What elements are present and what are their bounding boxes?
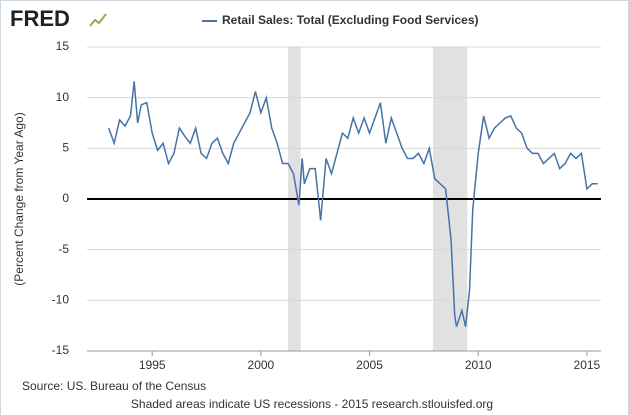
y-axis-label: (Percent Change from Year Ago): [12, 112, 26, 285]
footnote: Shaded areas indicate US recessions - 20…: [131, 397, 493, 411]
y-tick-label: 0: [62, 191, 69, 205]
source: Source: US. Bureau of the Census: [22, 379, 206, 393]
logo-icon: [89, 13, 107, 27]
series-line: [108, 81, 598, 327]
y-tick-label: 15: [56, 39, 70, 53]
y-tick-label: -15: [52, 343, 70, 357]
x-tick-label: 2010: [465, 358, 492, 372]
x-tick-label: 1995: [139, 358, 166, 372]
y-tick-label: -10: [52, 293, 70, 307]
logo: FRED: [10, 6, 70, 31]
y-tick-label: 5: [62, 141, 69, 155]
x-tick-label: 2005: [356, 358, 383, 372]
x-tick-label: 2000: [248, 358, 275, 372]
y-tick-label: -5: [58, 242, 69, 256]
x-tick-label: 2015: [574, 358, 601, 372]
legend-label: Retail Sales: Total (Excluding Food Serv…: [222, 13, 479, 27]
y-tick-label: 10: [56, 90, 70, 104]
